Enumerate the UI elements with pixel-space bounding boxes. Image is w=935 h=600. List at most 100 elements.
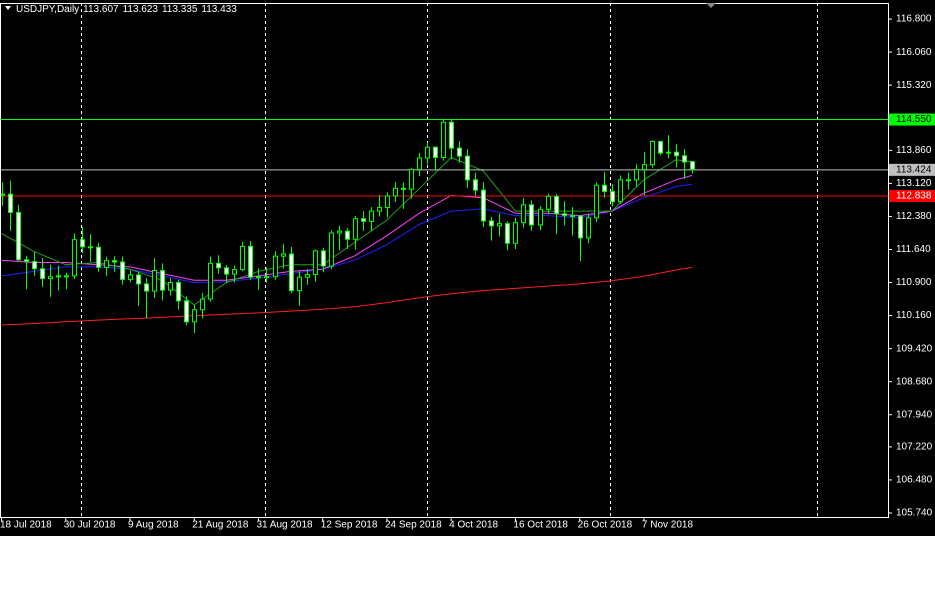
candle-body — [56, 275, 61, 278]
moving-average — [1, 156, 693, 306]
candle-body — [666, 151, 671, 154]
y-tick-label: 110.900 — [896, 277, 932, 288]
candle-body — [208, 262, 213, 300]
candle-body — [594, 184, 599, 219]
candle-body — [80, 239, 85, 248]
candle-body — [642, 164, 647, 171]
y-tick-label: 107.940 — [896, 409, 933, 420]
candle-body — [521, 204, 526, 224]
candle-body — [626, 179, 631, 182]
candle-body — [128, 274, 133, 280]
candle-body — [176, 282, 181, 302]
candle-body — [329, 232, 334, 267]
candle-body — [610, 190, 615, 203]
candle-body — [529, 204, 534, 226]
symbol: USDJPY,Daily — [16, 4, 79, 15]
menu-arrow[interactable] — [5, 6, 11, 10]
candle-body — [32, 261, 37, 270]
x-tick-label: 16 Oct 2018 — [513, 520, 568, 531]
y-tick-label: 111.640 — [896, 244, 931, 255]
y-tick-label: 116.800 — [896, 14, 932, 25]
moving-average — [1, 266, 693, 326]
candle-body — [505, 223, 510, 244]
candle-body — [281, 253, 286, 257]
candle-body — [449, 121, 454, 149]
candle-body — [682, 155, 687, 163]
chart-header: USDJPY,Daily 113.607 113.623 113.335 113.433 — [16, 4, 237, 15]
candle-body — [240, 245, 245, 271]
y-tick-label: 108.680 — [896, 376, 933, 387]
candle-body — [489, 220, 494, 227]
y-tick-label: 107.220 — [896, 442, 933, 453]
y-tick-label: 110.160 — [896, 310, 932, 321]
candle-body — [144, 283, 149, 292]
candle-body — [273, 255, 278, 278]
y-tick-label: 113.120 — [896, 178, 932, 189]
candle-body — [634, 169, 639, 181]
candle-body — [361, 218, 366, 222]
x-tick-label: 12 Sep 2018 — [321, 520, 378, 531]
candle-body — [88, 246, 93, 249]
candle-body — [64, 275, 69, 278]
candle-body — [256, 276, 261, 279]
candle-body — [578, 215, 583, 239]
candle-body — [24, 259, 29, 263]
candle-body — [433, 146, 438, 159]
candle-body — [216, 262, 221, 269]
candle-body — [465, 155, 470, 181]
x-tick-label: 9 Aug 2018 — [128, 520, 179, 531]
candle-body — [546, 195, 551, 210]
x-tick-label: 18 Jul 2018 — [0, 520, 52, 531]
candle-body — [16, 211, 21, 261]
low-value: 113.335 — [162, 4, 198, 15]
candle-body — [570, 215, 575, 218]
candle-body — [184, 300, 189, 323]
x-tick-label: 7 Nov 2018 — [642, 520, 694, 531]
candle-body — [289, 253, 294, 292]
y-tick-label: 109.420 — [896, 343, 933, 354]
x-tick-label: 4 Oct 2018 — [449, 520, 498, 531]
y-tick-label: 115.320 — [896, 80, 932, 91]
candle-body — [224, 267, 229, 275]
candle-body — [48, 276, 53, 280]
candle-body — [192, 309, 197, 323]
candle-body — [297, 276, 302, 292]
x-tick-label: 31 Aug 2018 — [256, 520, 313, 531]
candle-body — [305, 274, 310, 278]
axes: 116.800 116.060 115.320 113.860 113.120 112.3… — [0, 14, 935, 531]
candle-body — [72, 239, 77, 277]
close-value: 113.433 — [201, 4, 237, 15]
period-separators — [81, 3, 818, 517]
plot — [0, 119, 888, 334]
candle-body — [562, 213, 567, 217]
candle-body — [409, 169, 414, 190]
x-tick-label: 24 Sep 2018 — [385, 520, 442, 531]
candle-body — [200, 298, 205, 311]
candle-body — [481, 189, 486, 222]
candle-body — [554, 195, 559, 215]
moving-average — [1, 174, 693, 281]
candle-body — [112, 260, 117, 263]
candle-body — [425, 146, 430, 159]
candle-body — [377, 207, 382, 212]
candle-body — [248, 245, 253, 278]
candle-body — [618, 179, 623, 203]
shift-marker[interactable] — [706, 3, 716, 8]
high-value: 113.623 — [123, 4, 159, 15]
candle-body — [337, 230, 342, 234]
y-tick-label: 106.480 — [896, 475, 933, 486]
candle-body — [385, 195, 390, 209]
candle-body — [658, 140, 663, 154]
candle-body — [401, 187, 406, 190]
candle-body — [321, 250, 326, 267]
candle-body — [152, 269, 157, 292]
candle-body — [104, 260, 109, 268]
price-level-box — [889, 190, 935, 203]
candle-body — [690, 161, 695, 170]
y-tick-label: 105.740 — [896, 508, 933, 519]
y-tick-label: 113.860 — [896, 145, 932, 156]
moving-average — [1, 183, 693, 284]
candle-body — [353, 218, 358, 240]
